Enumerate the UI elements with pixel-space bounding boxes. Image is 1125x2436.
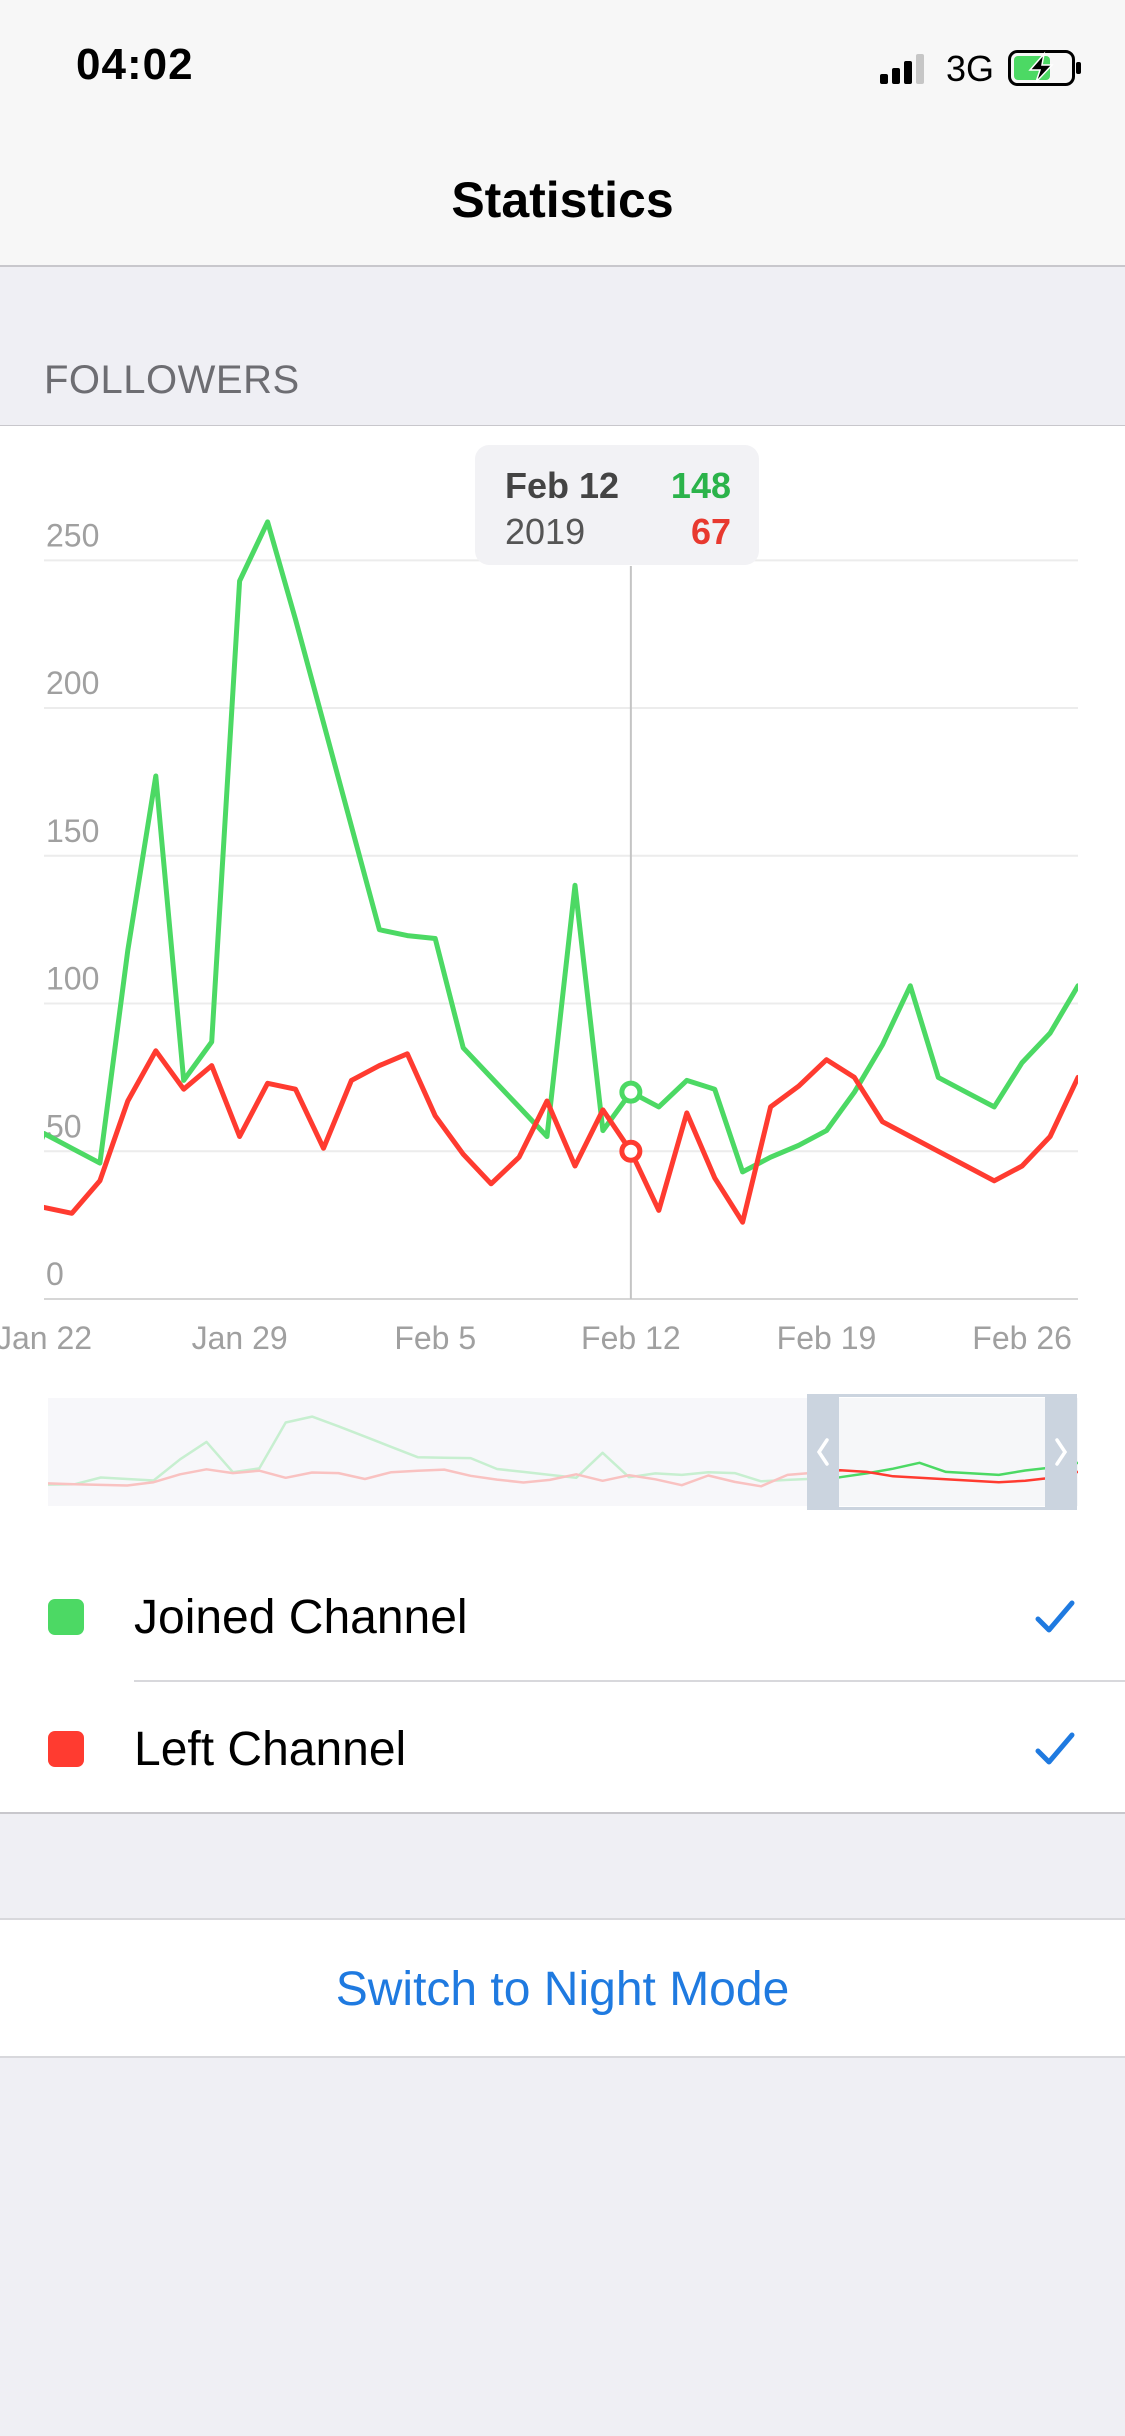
y-tick-label: 150 bbox=[46, 813, 99, 849]
legend-label-left: Left Channel bbox=[134, 1723, 407, 1776]
scroller-handle-left bbox=[807, 1394, 839, 1510]
tooltip-year: 2019 bbox=[505, 511, 586, 552]
navigation-bar: Statistics bbox=[0, 135, 1125, 267]
tooltip-joined-value: 148 bbox=[670, 465, 731, 506]
battery-charging-icon bbox=[1008, 50, 1081, 86]
legend-divider bbox=[134, 1680, 1125, 1682]
scroller-frame-top bbox=[839, 1394, 1045, 1397]
scroller-frame-bottom bbox=[839, 1507, 1045, 1510]
legend-item-joined-channel[interactable]: Joined Channel bbox=[0, 1552, 1125, 1682]
network-type: 3G bbox=[946, 48, 995, 89]
x-tick-label: Feb 26 bbox=[972, 1320, 1072, 1356]
switch-night-mode-button[interactable]: Switch to Night Mode bbox=[335, 1963, 790, 2016]
scroller-handle-right bbox=[1045, 1394, 1077, 1510]
x-tick-label: Feb 5 bbox=[394, 1320, 476, 1356]
y-tick-label: 0 bbox=[46, 1256, 64, 1292]
chevron-right-icon bbox=[1055, 1438, 1068, 1466]
scroller-dim-area bbox=[48, 1398, 807, 1506]
x-tick-label: Jan 29 bbox=[192, 1320, 288, 1356]
plot-area bbox=[44, 519, 1078, 1225]
selected-point-left bbox=[619, 1139, 643, 1163]
y-tick-label: 200 bbox=[46, 665, 99, 701]
y-tick-label: 250 bbox=[46, 517, 99, 553]
tooltip-left-value: 67 bbox=[690, 511, 731, 552]
legend-swatch-joined bbox=[48, 1599, 84, 1635]
scroller-window[interactable] bbox=[807, 1394, 1077, 1510]
signal-bars-icon bbox=[880, 54, 924, 84]
status-time: 04:02 bbox=[76, 40, 194, 89]
chevron-left-icon bbox=[816, 1438, 829, 1466]
series-line-left bbox=[44, 1048, 1078, 1225]
legend-item-left-channel[interactable]: Left Channel bbox=[0, 1682, 1125, 1812]
checkmark-icon bbox=[1035, 1732, 1075, 1765]
night-mode-card: Switch to Night Mode bbox=[0, 1918, 1125, 2058]
x-tick-label: Feb 19 bbox=[777, 1320, 877, 1356]
chart-card: 0 50 100 150 200 250 Jan 22 Jan 29 Feb 5 Feb 12 Fe… bbox=[0, 425, 1125, 1814]
checkmark-icon bbox=[1035, 1600, 1075, 1633]
selected-point-joined bbox=[619, 1080, 643, 1104]
status-bar: 04:02 3G bbox=[0, 0, 1125, 135]
series-line-joined bbox=[44, 519, 1078, 1175]
x-tick-label: Jan 22 bbox=[0, 1320, 92, 1356]
legend-swatch-left bbox=[48, 1731, 84, 1767]
page-title: Statistics bbox=[451, 172, 674, 228]
chart-tooltip: Feb 12 2019 148 67 bbox=[475, 445, 759, 565]
section-header-followers: FOLLOWERS bbox=[44, 358, 300, 402]
x-tick-label: Feb 12 bbox=[581, 1320, 681, 1356]
y-tick-label: 100 bbox=[46, 961, 99, 997]
legend-label-joined: Joined Channel bbox=[134, 1591, 468, 1644]
tooltip-date: Feb 12 bbox=[505, 465, 620, 506]
